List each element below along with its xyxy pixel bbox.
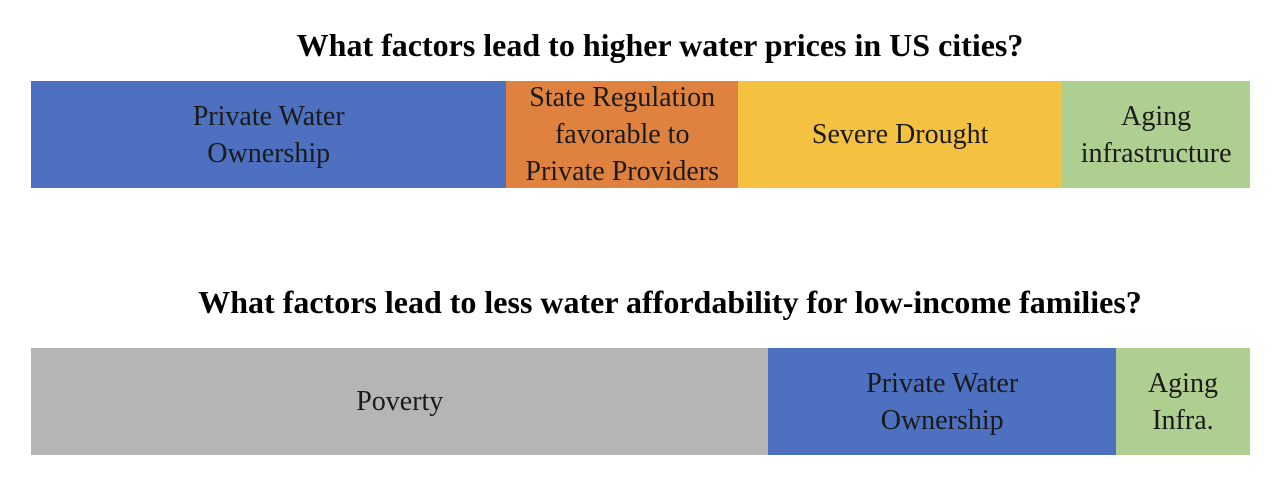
chart-water-affordability: What factors lead to less water affordab…	[0, 270, 1286, 470]
bar-segment: State Regulation favorable to Private Pr…	[506, 81, 739, 188]
segment-label: Aging Infra.	[1147, 367, 1218, 436]
bar-segment: Private Water Ownership	[768, 348, 1116, 455]
bar-segment: Poverty	[31, 348, 769, 455]
chart-title: What factors lead to less water affordab…	[198, 284, 1142, 320]
segment-label: Private Water Ownership	[866, 367, 1019, 436]
segment-label: Aging infrastructure	[1080, 100, 1232, 169]
chart-water-prices: What factors lead to higher water prices…	[0, 0, 1286, 200]
bar-segment: Private Water Ownership	[31, 81, 507, 188]
segment-label: Private Water Ownership	[192, 100, 345, 169]
stacked-bar: Private Water Ownership State Regulation …	[31, 81, 1250, 188]
segment-label: Severe Drought	[811, 119, 989, 150]
chart-title: What factors lead to higher water prices…	[296, 27, 1024, 63]
bar-segment: Aging Infra.	[1115, 348, 1250, 455]
bar-segment: Aging infrastructure	[1062, 81, 1250, 188]
bar-segment: Severe Drought	[738, 81, 1063, 188]
segment-label: Poverty	[356, 386, 444, 417]
stacked-bar: Poverty Private Water Ownership Aging Infr…	[31, 348, 1250, 455]
segment-label: State Regulation favorable to Private Pr…	[525, 82, 720, 187]
